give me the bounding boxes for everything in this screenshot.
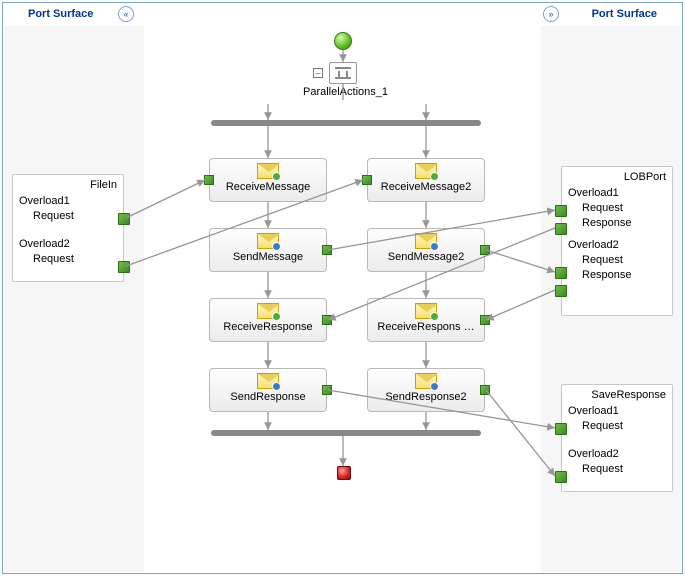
port-message: Request	[568, 254, 666, 266]
port-anchor-icon[interactable]	[555, 205, 567, 217]
envelope-receive-icon	[257, 163, 279, 179]
port-message: Request	[568, 463, 666, 475]
activity-label: ReceiveResponse	[210, 321, 326, 333]
connector-anchor-icon[interactable]	[362, 175, 372, 185]
port-operation: Overload2	[568, 448, 666, 460]
port-surface-right-label: Port Surface	[592, 8, 657, 20]
activity-label: ReceiveMessage2	[368, 181, 484, 193]
port-panel-left: FileIn Overload1 Request Overload2 Reque…	[4, 26, 144, 572]
envelope-receive-icon	[257, 303, 279, 319]
port-anchor-icon[interactable]	[555, 285, 567, 297]
activity-sendmessage[interactable]: SendMessage	[209, 228, 327, 272]
envelope-receive-icon	[415, 163, 437, 179]
port-saveresponse[interactable]: SaveResponse Overload1 Request Overload2…	[561, 384, 673, 492]
port-anchor-icon[interactable]	[555, 423, 567, 435]
start-shape-icon	[334, 32, 352, 50]
collapse-right-button[interactable]: »	[543, 6, 559, 22]
port-anchor-icon[interactable]	[118, 261, 130, 273]
envelope-send-icon	[257, 373, 279, 389]
port-message: Response	[568, 217, 666, 229]
port-filein[interactable]: FileIn Overload1 Request Overload2 Reque…	[12, 174, 124, 282]
collapse-toggle[interactable]: –	[313, 68, 323, 78]
connector-anchor-icon[interactable]	[322, 315, 332, 325]
port-anchor-icon[interactable]	[555, 471, 567, 483]
chevron-left-icon: «	[123, 9, 128, 19]
port-operation: Overload2	[19, 238, 117, 250]
envelope-send-icon	[415, 233, 437, 249]
port-panel-right: LOBPort Overload1 Request Response Overl…	[541, 26, 681, 572]
activity-label: ReceiveRespons …	[368, 321, 484, 333]
activity-label: SendResponse	[210, 391, 326, 403]
connector-anchor-icon[interactable]	[322, 245, 332, 255]
chevron-right-icon: »	[548, 9, 553, 19]
sync-bar-bottom	[211, 430, 481, 436]
activity-label: SendResponse2	[368, 391, 484, 403]
port-operation: Overload1	[568, 187, 666, 199]
port-title: SaveResponse	[568, 389, 666, 401]
orchestration-canvas: – ParallelActions_1 ReceiveMessage SendM…	[145, 26, 540, 572]
connector-anchor-icon[interactable]	[480, 315, 490, 325]
activity-receivemessage2[interactable]: ReceiveMessage2	[367, 158, 485, 202]
activity-sendmessage2[interactable]: SendMessage2	[367, 228, 485, 272]
port-message: Response	[568, 269, 666, 281]
activity-sendresponse[interactable]: SendResponse	[209, 368, 327, 412]
activity-label: ReceiveMessage	[210, 181, 326, 193]
activity-label: SendMessage2	[368, 251, 484, 263]
port-surface-left-label: Port Surface	[28, 8, 93, 20]
port-title: LOBPort	[568, 171, 666, 183]
port-message: Request	[19, 210, 117, 222]
port-anchor-icon[interactable]	[555, 267, 567, 279]
end-shape-icon	[337, 466, 351, 480]
connector-anchor-icon[interactable]	[480, 245, 490, 255]
connector-anchor-icon[interactable]	[480, 385, 490, 395]
envelope-send-icon	[257, 233, 279, 249]
port-message: Request	[568, 420, 666, 432]
port-anchor-icon[interactable]	[118, 213, 130, 225]
port-operation: Overload1	[19, 195, 117, 207]
port-message: Request	[19, 253, 117, 265]
envelope-receive-icon	[415, 303, 437, 319]
sync-bar-top	[211, 120, 481, 126]
activity-receiveresponse2[interactable]: ReceiveRespons …	[367, 298, 485, 342]
port-operation: Overload1	[568, 405, 666, 417]
port-lobport[interactable]: LOBPort Overload1 Request Response Overl…	[561, 166, 673, 316]
envelope-send-icon	[415, 373, 437, 389]
port-title: FileIn	[19, 179, 117, 191]
activity-receiveresponse[interactable]: ReceiveResponse	[209, 298, 327, 342]
activity-sendresponse2[interactable]: SendResponse2	[367, 368, 485, 412]
port-operation: Overload2	[568, 239, 666, 251]
connector-anchor-icon[interactable]	[322, 385, 332, 395]
activity-receivemessage[interactable]: ReceiveMessage	[209, 158, 327, 202]
collapse-left-button[interactable]: «	[118, 6, 134, 22]
connector-anchor-icon[interactable]	[204, 175, 214, 185]
port-message: Request	[568, 202, 666, 214]
port-anchor-icon[interactable]	[555, 223, 567, 235]
activity-label: SendMessage	[210, 251, 326, 263]
parallel-actions-label: ParallelActions_1	[303, 86, 388, 98]
parallel-actions-icon[interactable]	[329, 62, 357, 84]
